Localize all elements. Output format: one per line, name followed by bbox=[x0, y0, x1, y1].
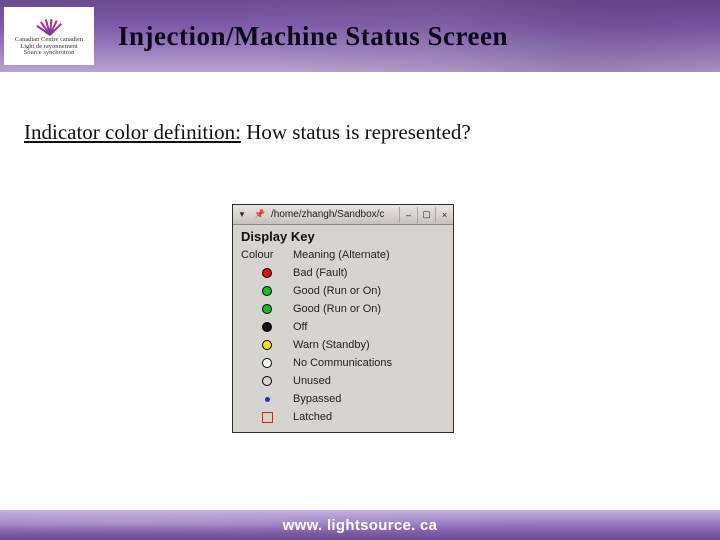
legend-label: Off bbox=[293, 321, 307, 333]
legend-row: Bypassed bbox=[241, 390, 445, 408]
window-titlebar[interactable]: ▾ 📌 /home/zhangh/Sandbox/c – ▢ × bbox=[233, 205, 453, 225]
legend-row: Latched bbox=[241, 408, 445, 426]
legend-row: Good (Run or On) bbox=[241, 282, 445, 300]
legend-rows: Bad (Fault) Good (Run or On) Good (Run or … bbox=[241, 264, 445, 426]
subtitle: Indicator color definition: How status i… bbox=[24, 120, 720, 145]
slide-header: Canadian Centre canadien Light de rayonn… bbox=[0, 0, 720, 72]
legend-row: No Communications bbox=[241, 354, 445, 372]
dot-small-icon bbox=[265, 397, 270, 402]
pin-icon[interactable]: 📌 bbox=[251, 207, 269, 223]
legend-swatch bbox=[241, 376, 293, 386]
subtitle-rest: How status is represented? bbox=[241, 120, 471, 144]
legend-label: Unused bbox=[293, 375, 331, 387]
legend-row: Off bbox=[241, 318, 445, 336]
legend-label: Warn (Standby) bbox=[293, 339, 370, 351]
legend-swatch bbox=[241, 304, 293, 314]
legend-swatch bbox=[241, 286, 293, 296]
legend-label: No Communications bbox=[293, 357, 392, 369]
legend-row: Warn (Standby) bbox=[241, 336, 445, 354]
dot-open-icon bbox=[262, 376, 272, 386]
legend-label: Latched bbox=[293, 411, 332, 423]
slide-footer: www. lightsource. ca bbox=[0, 510, 720, 540]
legend-label: Good (Run or On) bbox=[293, 285, 381, 297]
legend-label: Bad (Fault) bbox=[293, 267, 347, 279]
square-open-icon bbox=[262, 412, 273, 423]
legend-label: Good (Run or On) bbox=[293, 303, 381, 315]
legend-swatch bbox=[241, 358, 293, 368]
legend-swatch bbox=[241, 397, 293, 402]
cls-logo: Canadian Centre canadien Light de rayonn… bbox=[4, 7, 94, 65]
legend-header-colour: Colour bbox=[241, 249, 293, 261]
footer-url: www. lightsource. ca bbox=[283, 517, 438, 534]
display-key-window: ▾ 📌 /home/zhangh/Sandbox/c – ▢ × Display… bbox=[232, 204, 454, 433]
window-menu-dropdown-icon[interactable]: ▾ bbox=[233, 207, 251, 223]
dot-icon bbox=[262, 304, 272, 314]
minimize-icon[interactable]: – bbox=[399, 207, 417, 223]
display-key-heading: Display Key bbox=[241, 229, 445, 244]
legend-row: Unused bbox=[241, 372, 445, 390]
window-title-path: /home/zhangh/Sandbox/c bbox=[269, 209, 399, 220]
logo-text-en: Canadian Centre canadien Light de rayonn… bbox=[15, 37, 83, 57]
legend-swatch bbox=[241, 412, 293, 423]
legend-label: Bypassed bbox=[293, 393, 341, 405]
subtitle-underlined: Indicator color definition: bbox=[24, 120, 241, 144]
dot-icon bbox=[262, 322, 272, 332]
legend-swatch bbox=[241, 340, 293, 350]
dot-icon bbox=[262, 268, 272, 278]
legend-swatch bbox=[241, 268, 293, 278]
legend-row: Good (Run or On) bbox=[241, 300, 445, 318]
maximize-icon[interactable]: ▢ bbox=[417, 207, 435, 223]
legend-swatch bbox=[241, 322, 293, 332]
legend-header-row: Colour Meaning (Alternate) bbox=[241, 246, 445, 264]
dot-icon bbox=[262, 286, 272, 296]
close-icon[interactable]: × bbox=[435, 207, 453, 223]
window-body: Display Key Colour Meaning (Alternate) B… bbox=[233, 225, 453, 432]
legend-row: Bad (Fault) bbox=[241, 264, 445, 282]
slide-title: Injection/Machine Status Screen bbox=[94, 21, 720, 52]
dot-icon bbox=[262, 340, 272, 350]
legend-header-meaning: Meaning (Alternate) bbox=[293, 249, 390, 261]
logo-starburst-icon bbox=[34, 15, 64, 35]
dot-icon bbox=[262, 358, 272, 368]
